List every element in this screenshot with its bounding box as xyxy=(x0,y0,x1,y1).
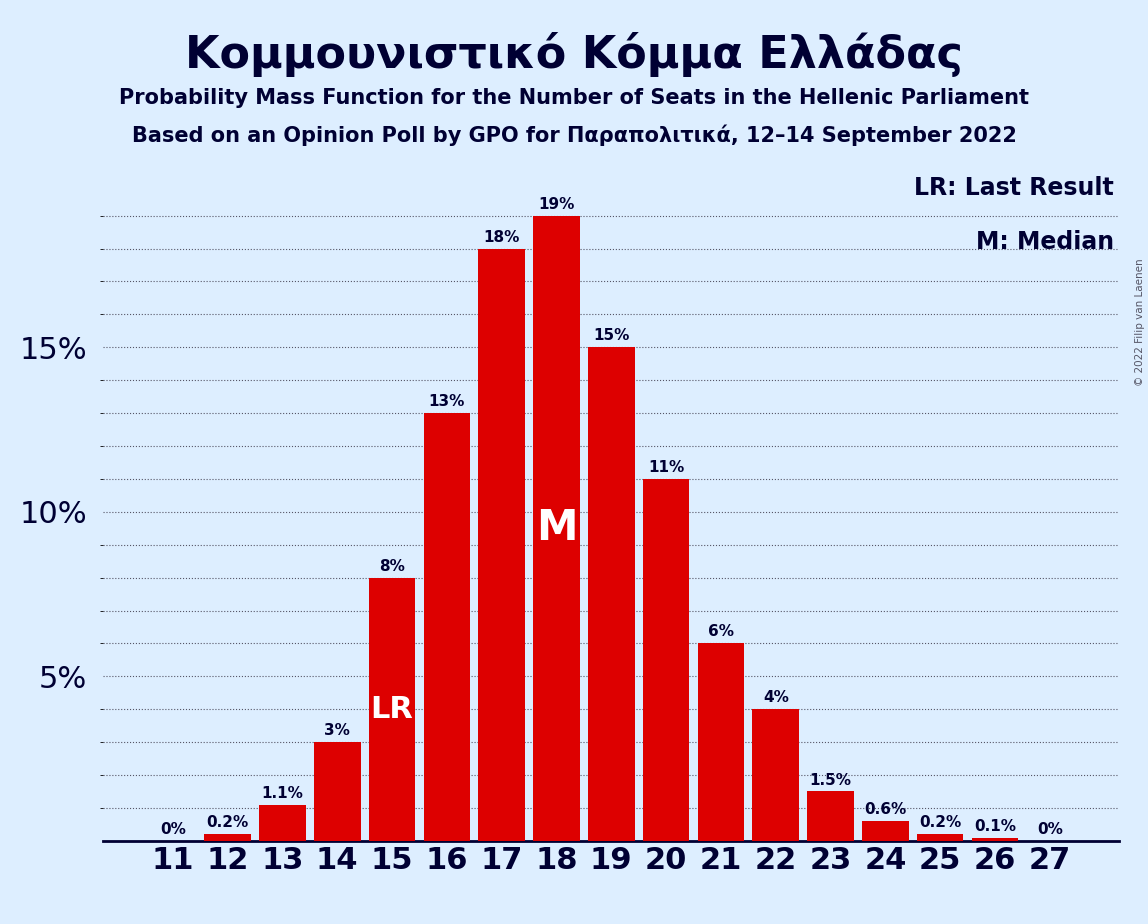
Text: 13%: 13% xyxy=(428,395,465,409)
Text: 8%: 8% xyxy=(379,559,405,574)
Bar xyxy=(807,792,854,841)
Text: 1.5%: 1.5% xyxy=(809,772,852,787)
Bar xyxy=(917,834,963,841)
Text: Κομμουνιστικό Κόμμα Ελλάδας: Κομμουνιστικό Κόμμα Ελλάδας xyxy=(185,32,963,78)
Text: 0.1%: 0.1% xyxy=(974,819,1016,833)
Text: LR: Last Result: LR: Last Result xyxy=(915,176,1115,201)
Bar xyxy=(369,578,416,841)
Text: 18%: 18% xyxy=(483,230,520,245)
Text: Based on an Opinion Poll by GPO for Παραπολιτικά, 12–14 September 2022: Based on an Opinion Poll by GPO for Παρα… xyxy=(132,125,1016,146)
Bar xyxy=(588,347,635,841)
Text: 1.1%: 1.1% xyxy=(262,785,303,801)
Bar xyxy=(479,249,525,841)
Bar xyxy=(533,215,580,841)
Text: 0.2%: 0.2% xyxy=(207,815,249,831)
Text: M: M xyxy=(536,507,577,549)
Bar xyxy=(424,413,471,841)
Bar xyxy=(698,643,744,841)
Text: 0.2%: 0.2% xyxy=(920,815,961,831)
Bar xyxy=(752,710,799,841)
Text: 3%: 3% xyxy=(324,723,350,738)
Text: 15%: 15% xyxy=(594,328,629,344)
Text: 0%: 0% xyxy=(1037,821,1063,837)
Bar xyxy=(204,834,251,841)
Bar xyxy=(971,837,1018,841)
Text: Probability Mass Function for the Number of Seats in the Hellenic Parliament: Probability Mass Function for the Number… xyxy=(119,88,1029,108)
Bar xyxy=(259,805,305,841)
Text: 6%: 6% xyxy=(708,625,734,639)
Text: 4%: 4% xyxy=(762,690,789,705)
Text: LR: LR xyxy=(371,695,413,723)
Text: 0%: 0% xyxy=(160,821,186,837)
Bar xyxy=(862,821,909,841)
Text: © 2022 Filip van Laenen: © 2022 Filip van Laenen xyxy=(1135,259,1145,386)
Bar xyxy=(643,479,690,841)
Bar xyxy=(313,742,360,841)
Text: 11%: 11% xyxy=(647,460,684,475)
Text: M: Median: M: Median xyxy=(976,230,1115,254)
Text: 0.6%: 0.6% xyxy=(864,802,907,817)
Text: 19%: 19% xyxy=(538,197,575,212)
